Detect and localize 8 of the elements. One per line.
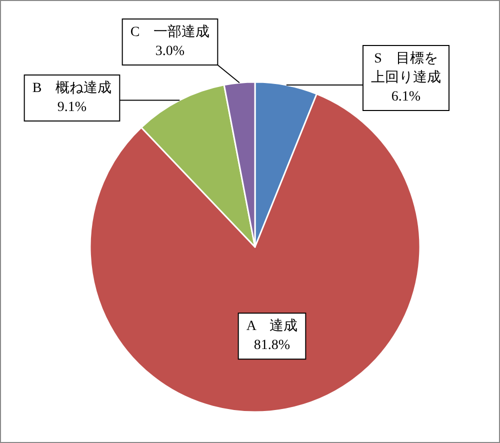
slice-label: C 一部達成 <box>130 24 210 40</box>
slice-label: S 目標を上回り達成 <box>371 50 441 86</box>
data-label: 6.1% <box>391 90 421 104</box>
slice-label: B 概ね達成 <box>32 80 112 96</box>
data-label: 3.0% <box>155 44 185 59</box>
data-label: 81.8% <box>254 338 290 354</box>
data-label: 9.1% <box>57 100 87 115</box>
slice-label: A 達成 <box>246 318 298 334</box>
